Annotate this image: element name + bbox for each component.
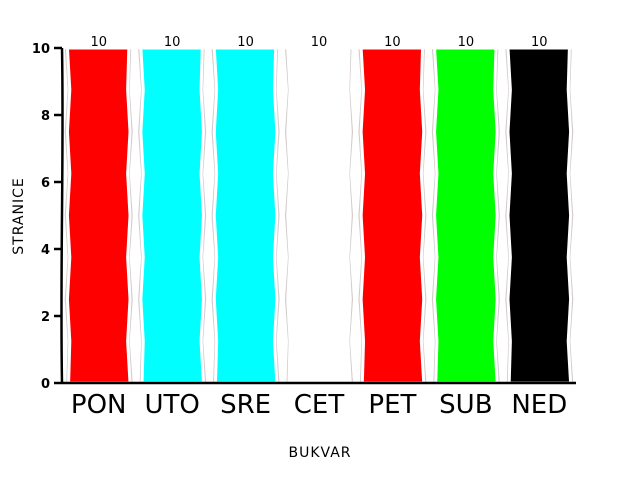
bar-pon [65, 46, 132, 385]
x-tick-label: UTO [144, 390, 199, 420]
x-tick-label: NED [511, 390, 567, 420]
y-axis-title: STRANICE [11, 177, 27, 254]
data-label: 10 [458, 35, 475, 50]
y-tick-label: 10 [32, 42, 50, 57]
y-axis-line [60, 47, 64, 384]
data-label: 10 [531, 35, 548, 50]
data-labels: 10 10 10 10 10 10 10 [90, 35, 547, 50]
axes [60, 47, 577, 385]
bar-cet [286, 46, 352, 385]
y-tick-label: 0 [41, 377, 50, 392]
bar-sre [212, 46, 279, 385]
data-label: 10 [384, 35, 401, 50]
x-axis-line [61, 381, 577, 385]
x-tick-label: PET [368, 390, 416, 420]
x-tick-label: SUB [439, 390, 492, 420]
y-ticks: 0 2 4 6 8 10 [32, 42, 62, 392]
bar-sub [432, 46, 499, 385]
data-label: 10 [90, 35, 107, 50]
x-ticks: PON UTO SRE CET PET SUB NED [71, 390, 567, 420]
bar-ned [506, 46, 573, 385]
y-tick-label: 2 [41, 310, 50, 325]
x-axis-title: BUKVAR [288, 445, 351, 461]
x-tick-label: PON [71, 390, 127, 420]
data-label: 10 [237, 35, 254, 50]
data-label: 10 [311, 35, 328, 50]
y-tick-label: 6 [41, 176, 50, 191]
y-tick-label: 8 [41, 109, 50, 124]
bar-pet [359, 46, 426, 385]
x-tick-label: SRE [220, 390, 271, 420]
x-tick-label: CET [294, 390, 345, 420]
bar-uto [139, 46, 206, 385]
bars [65, 46, 573, 385]
data-label: 10 [164, 35, 181, 50]
y-tick-label: 4 [41, 243, 50, 258]
